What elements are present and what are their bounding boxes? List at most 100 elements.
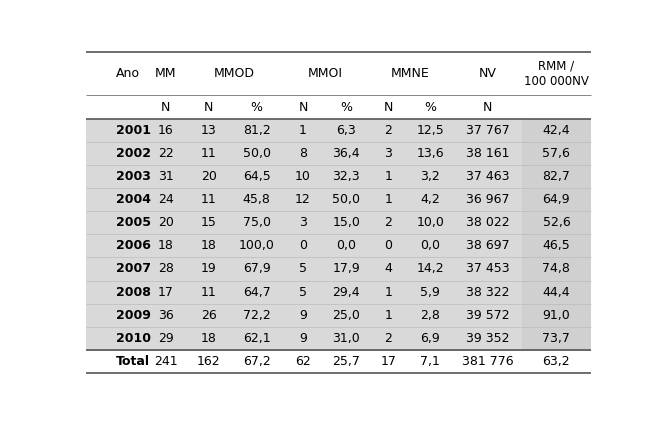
Bar	[231, 350, 282, 373]
Text: 18: 18	[201, 332, 217, 345]
Text: 24: 24	[158, 193, 173, 206]
Bar	[324, 234, 368, 257]
Bar	[145, 52, 186, 96]
Bar	[408, 257, 453, 280]
Text: 2008: 2008	[115, 285, 150, 298]
Bar	[368, 165, 408, 188]
Text: 64,7: 64,7	[243, 285, 270, 298]
Text: 38 161: 38 161	[466, 147, 509, 160]
Bar	[282, 234, 324, 257]
Bar	[408, 280, 453, 304]
Bar	[145, 142, 186, 165]
Text: %: %	[340, 101, 352, 114]
Text: 45,8: 45,8	[243, 193, 271, 206]
Text: MMOD: MMOD	[214, 67, 255, 80]
Text: 63,2: 63,2	[542, 355, 570, 368]
Text: 381 776: 381 776	[461, 355, 513, 368]
Bar	[324, 119, 368, 142]
Text: 32,3: 32,3	[332, 170, 360, 183]
Bar	[86, 188, 145, 211]
Bar	[453, 142, 522, 165]
Bar	[282, 119, 324, 142]
Bar	[186, 211, 231, 234]
Text: 64,9: 64,9	[542, 193, 570, 206]
Text: 5: 5	[299, 262, 307, 275]
Bar	[86, 350, 145, 373]
Bar	[368, 142, 408, 165]
Text: 64,5: 64,5	[243, 170, 270, 183]
Bar	[368, 327, 408, 350]
Bar	[282, 327, 324, 350]
Bar	[186, 234, 231, 257]
Bar	[453, 350, 522, 373]
Bar	[282, 280, 324, 304]
Bar	[186, 188, 231, 211]
Bar	[324, 96, 368, 119]
Bar	[145, 234, 186, 257]
Text: %: %	[424, 101, 436, 114]
Text: 3,2: 3,2	[420, 170, 440, 183]
Text: 52,6: 52,6	[542, 216, 570, 229]
Bar	[522, 280, 590, 304]
Text: 5: 5	[299, 285, 307, 298]
Text: 20: 20	[158, 216, 174, 229]
Bar	[186, 96, 231, 119]
Bar	[231, 165, 282, 188]
Text: 16: 16	[158, 124, 173, 137]
Bar	[324, 257, 368, 280]
Text: 12: 12	[295, 193, 311, 206]
Bar	[231, 96, 282, 119]
Bar	[324, 165, 368, 188]
Text: 72,2: 72,2	[243, 309, 270, 322]
Text: MMOI: MMOI	[308, 67, 343, 80]
Bar	[408, 350, 453, 373]
Bar	[145, 119, 186, 142]
Text: 42,4: 42,4	[542, 124, 570, 137]
Bar	[186, 52, 282, 96]
Bar	[453, 96, 522, 119]
Text: 4: 4	[384, 262, 392, 275]
Text: 9: 9	[299, 309, 307, 322]
Bar	[145, 257, 186, 280]
Bar	[86, 96, 145, 119]
Bar	[324, 211, 368, 234]
Bar	[145, 165, 186, 188]
Text: 29,4: 29,4	[332, 285, 360, 298]
Bar	[453, 211, 522, 234]
Bar	[522, 52, 590, 96]
Text: 19: 19	[201, 262, 217, 275]
Text: 10: 10	[295, 170, 311, 183]
Text: 62: 62	[295, 355, 311, 368]
Bar	[522, 350, 590, 373]
Text: 39 572: 39 572	[466, 309, 509, 322]
Text: 0: 0	[384, 239, 392, 252]
Bar	[145, 327, 186, 350]
Text: 2007: 2007	[115, 262, 151, 275]
Text: 67,2: 67,2	[243, 355, 270, 368]
Text: 9: 9	[299, 332, 307, 345]
Bar	[522, 327, 590, 350]
Text: 38 022: 38 022	[466, 216, 509, 229]
Bar	[453, 52, 522, 96]
Text: NV: NV	[478, 67, 496, 80]
Text: 91,0: 91,0	[542, 309, 570, 322]
Bar	[282, 142, 324, 165]
Bar	[522, 96, 590, 119]
Text: N: N	[384, 101, 393, 114]
Text: 162: 162	[197, 355, 221, 368]
Bar	[145, 350, 186, 373]
Bar	[86, 257, 145, 280]
Bar	[145, 211, 186, 234]
Text: 11: 11	[201, 147, 217, 160]
Text: 1: 1	[384, 193, 392, 206]
Text: 0,0: 0,0	[420, 239, 440, 252]
Text: 25,0: 25,0	[332, 309, 360, 322]
Bar	[408, 142, 453, 165]
Bar	[324, 350, 368, 373]
Text: 2: 2	[384, 124, 392, 137]
Text: 12,5: 12,5	[416, 124, 444, 137]
Text: 2010: 2010	[115, 332, 151, 345]
Text: 57,6: 57,6	[542, 147, 570, 160]
Bar	[408, 119, 453, 142]
Bar	[408, 165, 453, 188]
